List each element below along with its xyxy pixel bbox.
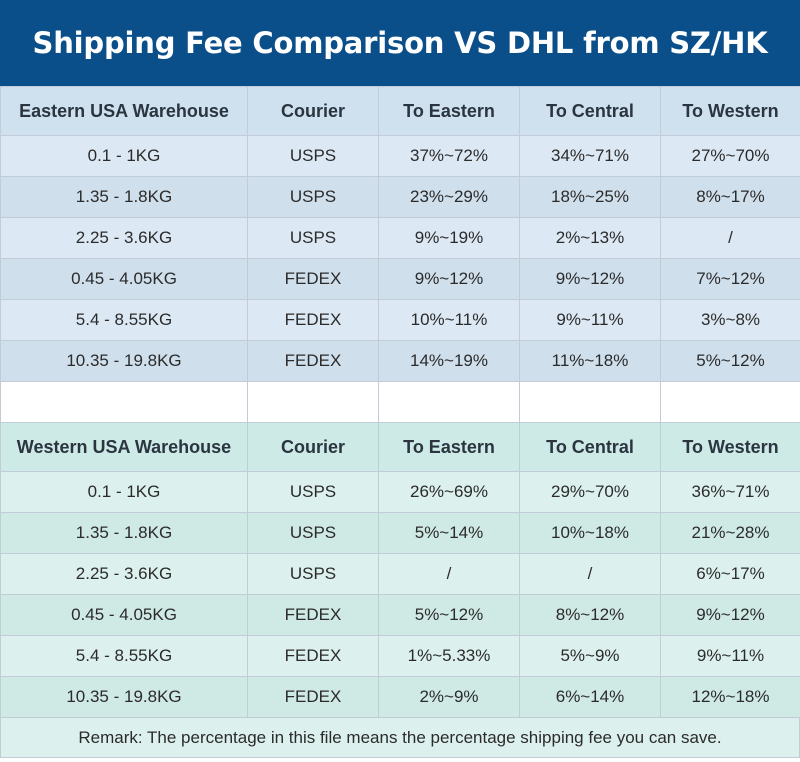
- courier-cell: FEDEX: [247, 676, 379, 718]
- to-western-cell: /: [660, 217, 800, 259]
- courier-cell: FEDEX: [247, 594, 379, 636]
- courier-cell: USPS: [247, 217, 379, 259]
- column-header-to-western: To Western: [660, 422, 800, 472]
- table-row: 2.25 - 3.6KG USPS / / 6%~17%: [0, 553, 800, 595]
- table-row: 0.1 - 1KG USPS 37%~72% 34%~71% 27%~70%: [0, 135, 800, 177]
- to-western-cell: 8%~17%: [660, 176, 800, 218]
- to-central-cell: /: [519, 553, 661, 595]
- to-eastern-cell: 9%~19%: [378, 217, 520, 259]
- weight-cell: 0.45 - 4.05KG: [0, 258, 248, 300]
- to-eastern-cell: 9%~12%: [378, 258, 520, 300]
- column-header-warehouse: Western USA Warehouse: [0, 422, 248, 472]
- empty-cell: [247, 381, 379, 423]
- courier-cell: FEDEX: [247, 340, 379, 382]
- weight-cell: 2.25 - 3.6KG: [0, 217, 248, 259]
- weight-cell: 1.35 - 1.8KG: [0, 512, 248, 554]
- to-western-cell: 27%~70%: [660, 135, 800, 177]
- courier-cell: USPS: [247, 176, 379, 218]
- western-header-row: Western USA Warehouse Courier To Eastern…: [0, 422, 800, 472]
- to-western-cell: 7%~12%: [660, 258, 800, 300]
- to-central-cell: 2%~13%: [519, 217, 661, 259]
- courier-cell: USPS: [247, 471, 379, 513]
- to-eastern-cell: 26%~69%: [378, 471, 520, 513]
- table-row: 0.1 - 1KG USPS 26%~69% 29%~70% 36%~71%: [0, 471, 800, 513]
- empty-cell: [519, 381, 661, 423]
- table-row: 1.35 - 1.8KG USPS 5%~14% 10%~18% 21%~28%: [0, 512, 800, 554]
- to-western-cell: 21%~28%: [660, 512, 800, 554]
- weight-cell: 0.45 - 4.05KG: [0, 594, 248, 636]
- courier-cell: FEDEX: [247, 299, 379, 341]
- weight-cell: 10.35 - 19.8KG: [0, 340, 248, 382]
- to-eastern-cell: 5%~14%: [378, 512, 520, 554]
- to-eastern-cell: 10%~11%: [378, 299, 520, 341]
- table-row: 5.4 - 8.55KG FEDEX 10%~11% 9%~11% 3%~8%: [0, 299, 800, 341]
- to-western-cell: 36%~71%: [660, 471, 800, 513]
- to-central-cell: 9%~11%: [519, 299, 661, 341]
- section-spacer: [0, 381, 800, 423]
- spacer-row: [0, 381, 800, 423]
- weight-cell: 5.4 - 8.55KG: [0, 635, 248, 677]
- column-header-to-eastern: To Eastern: [378, 86, 520, 136]
- to-eastern-cell: 2%~9%: [378, 676, 520, 718]
- column-header-warehouse: Eastern USA Warehouse: [0, 86, 248, 136]
- courier-cell: USPS: [247, 512, 379, 554]
- eastern-warehouse-section: Eastern USA Warehouse Courier To Eastern…: [0, 86, 800, 382]
- weight-cell: 5.4 - 8.55KG: [0, 299, 248, 341]
- page-title: Shipping Fee Comparison VS DHL from SZ/H…: [0, 0, 800, 86]
- to-central-cell: 9%~12%: [519, 258, 661, 300]
- weight-cell: 0.1 - 1KG: [0, 135, 248, 177]
- courier-cell: FEDEX: [247, 258, 379, 300]
- column-header-to-western: To Western: [660, 86, 800, 136]
- to-central-cell: 29%~70%: [519, 471, 661, 513]
- table-row: 0.45 - 4.05KG FEDEX 5%~12% 8%~12% 9%~12%: [0, 594, 800, 636]
- to-western-cell: 12%~18%: [660, 676, 800, 718]
- column-header-courier: Courier: [247, 422, 379, 472]
- empty-cell: [378, 381, 520, 423]
- weight-cell: 0.1 - 1KG: [0, 471, 248, 513]
- empty-cell: [0, 381, 248, 423]
- to-central-cell: 34%~71%: [519, 135, 661, 177]
- weight-cell: 10.35 - 19.8KG: [0, 676, 248, 718]
- table-row: 0.45 - 4.05KG FEDEX 9%~12% 9%~12% 7%~12%: [0, 258, 800, 300]
- to-eastern-cell: 23%~29%: [378, 176, 520, 218]
- column-header-to-central: To Central: [519, 86, 661, 136]
- table-row: 10.35 - 19.8KG FEDEX 2%~9% 6%~14% 12%~18…: [0, 676, 800, 718]
- empty-cell: [660, 381, 800, 423]
- to-central-cell: 18%~25%: [519, 176, 661, 218]
- to-eastern-cell: 37%~72%: [378, 135, 520, 177]
- comparison-table: Eastern USA Warehouse Courier To Eastern…: [0, 86, 800, 718]
- table-row: 2.25 - 3.6KG USPS 9%~19% 2%~13% /: [0, 217, 800, 259]
- table-row: 5.4 - 8.55KG FEDEX 1%~5.33% 5%~9% 9%~11%: [0, 635, 800, 677]
- eastern-header-row: Eastern USA Warehouse Courier To Eastern…: [0, 86, 800, 136]
- table-row: 1.35 - 1.8KG USPS 23%~29% 18%~25% 8%~17%: [0, 176, 800, 218]
- to-western-cell: 9%~11%: [660, 635, 800, 677]
- to-central-cell: 5%~9%: [519, 635, 661, 677]
- courier-cell: USPS: [247, 553, 379, 595]
- to-western-cell: 5%~12%: [660, 340, 800, 382]
- to-eastern-cell: /: [378, 553, 520, 595]
- to-central-cell: 6%~14%: [519, 676, 661, 718]
- to-western-cell: 3%~8%: [660, 299, 800, 341]
- table-row: 10.35 - 19.8KG FEDEX 14%~19% 11%~18% 5%~…: [0, 340, 800, 382]
- courier-cell: USPS: [247, 135, 379, 177]
- to-eastern-cell: 14%~19%: [378, 340, 520, 382]
- to-western-cell: 9%~12%: [660, 594, 800, 636]
- weight-cell: 2.25 - 3.6KG: [0, 553, 248, 595]
- western-warehouse-section: Western USA Warehouse Courier To Eastern…: [0, 422, 800, 718]
- column-header-to-central: To Central: [519, 422, 661, 472]
- to-western-cell: 6%~17%: [660, 553, 800, 595]
- column-header-courier: Courier: [247, 86, 379, 136]
- to-eastern-cell: 1%~5.33%: [378, 635, 520, 677]
- to-central-cell: 11%~18%: [519, 340, 661, 382]
- remark-note: Remark: The percentage in this file mean…: [0, 718, 800, 758]
- column-header-to-eastern: To Eastern: [378, 422, 520, 472]
- weight-cell: 1.35 - 1.8KG: [0, 176, 248, 218]
- courier-cell: FEDEX: [247, 635, 379, 677]
- to-central-cell: 8%~12%: [519, 594, 661, 636]
- to-central-cell: 10%~18%: [519, 512, 661, 554]
- to-eastern-cell: 5%~12%: [378, 594, 520, 636]
